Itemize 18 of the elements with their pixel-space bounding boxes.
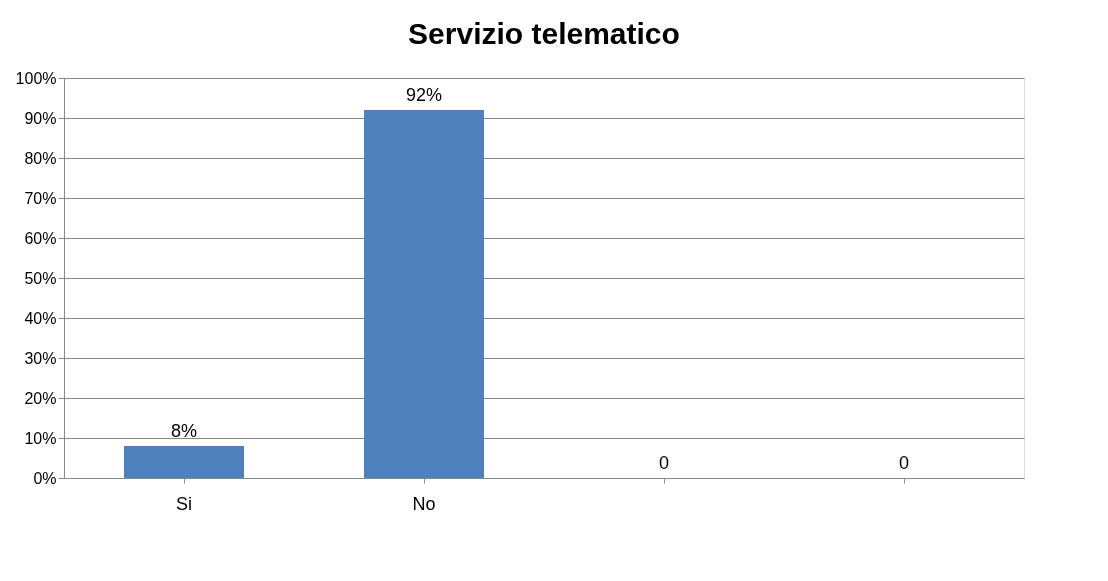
y-tick-label: 0%	[33, 469, 57, 487]
y-tick-label: 80%	[24, 149, 57, 167]
y-tick-label: 10%	[24, 429, 57, 447]
data-label: 92%	[405, 85, 443, 105]
chart-title: Servizio telematico	[408, 17, 680, 50]
y-tick-label: 70%	[24, 189, 57, 207]
data-label: 0	[658, 453, 670, 473]
y-tick-label: 20%	[24, 389, 57, 407]
y-tick-label: 100%	[15, 69, 57, 87]
y-tick-label: 40%	[24, 309, 57, 327]
y-tick-label: 90%	[24, 109, 57, 127]
y-tick-label: 30%	[24, 349, 57, 367]
y-tick-label: 60%	[24, 229, 57, 247]
y-tick-label: 50%	[24, 269, 57, 287]
x-tick-label: No	[412, 493, 436, 514]
data-label: 0	[898, 453, 910, 473]
x-tick-label: Si	[175, 493, 193, 514]
data-label: 8%	[170, 421, 198, 441]
